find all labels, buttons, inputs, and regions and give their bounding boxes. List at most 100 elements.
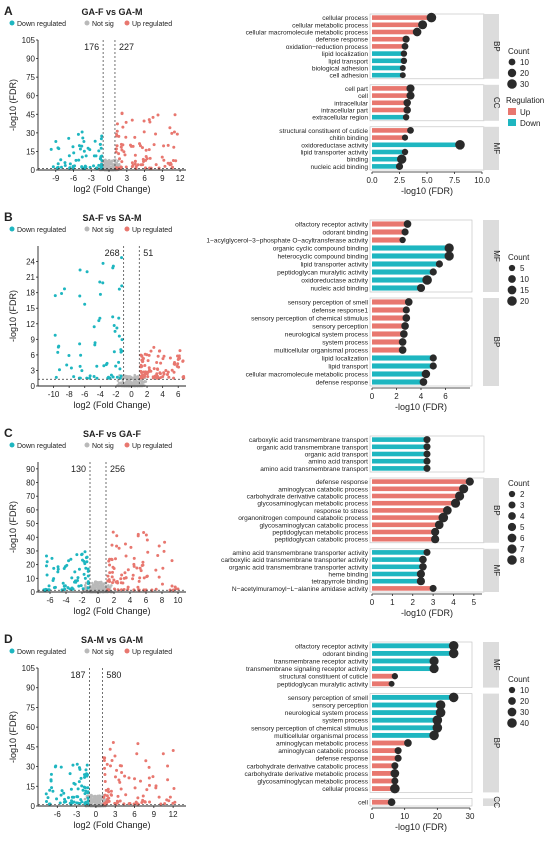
enrichment-bar	[372, 86, 411, 91]
enrichment-bar	[372, 673, 395, 679]
regulation-swatch-up	[508, 108, 516, 115]
point-down	[82, 149, 86, 153]
point-up	[124, 120, 128, 124]
enrichment-bar	[372, 142, 460, 148]
y-tick-label: 0	[31, 382, 36, 391]
point-notsig	[101, 584, 104, 587]
count-dot	[423, 464, 431, 472]
count-dot	[429, 354, 437, 362]
point-up	[164, 369, 168, 373]
point-down	[84, 566, 88, 570]
point-notsig	[83, 584, 87, 587]
point-down	[76, 576, 80, 580]
point-up	[157, 575, 161, 579]
point-down	[98, 280, 102, 284]
point-down	[109, 373, 113, 377]
count-dot	[401, 42, 409, 50]
point-up	[143, 800, 147, 804]
enrichment-bar	[372, 44, 405, 49]
count-dot	[459, 484, 469, 494]
count-up: 51	[143, 248, 153, 258]
point-up	[157, 795, 161, 799]
point-up	[138, 566, 142, 570]
point-down	[44, 792, 48, 796]
point-down	[80, 155, 84, 159]
enrichment-bar	[372, 15, 432, 20]
point-up	[111, 565, 115, 569]
group-strip	[483, 84, 499, 121]
term-label: heme binding	[328, 572, 368, 579]
group-strip-label: CC	[492, 796, 501, 808]
point-up	[108, 764, 112, 768]
point-up	[168, 795, 172, 799]
enrichment-bar	[372, 500, 456, 506]
count-up: 256	[110, 464, 125, 474]
point-up	[158, 349, 162, 353]
term-label: sensory perception of chemical stimulus	[251, 316, 369, 323]
enrichment-bar	[372, 135, 405, 140]
point-down	[78, 364, 82, 368]
y-tick-label: 3	[31, 366, 36, 375]
point-up	[147, 148, 151, 152]
enrichment-bar	[372, 36, 407, 42]
point-up	[126, 568, 130, 572]
point-down	[44, 564, 48, 568]
enrichment-bar	[372, 493, 460, 499]
point-up	[155, 360, 159, 364]
point-up	[176, 354, 180, 358]
point-up	[178, 349, 182, 353]
count-legend-title: Count	[508, 47, 530, 56]
count-legend-value: 20	[520, 297, 529, 306]
point-down	[85, 560, 89, 564]
point-up	[129, 144, 133, 148]
count-dot	[412, 27, 422, 37]
term-label: intracellular	[334, 100, 369, 107]
legend-marker-down	[9, 226, 15, 232]
count-legend: Count 10 20 30 40	[507, 675, 530, 728]
legend-marker-up	[124, 226, 130, 232]
point-up	[108, 579, 112, 583]
enrichment-bar	[372, 650, 454, 656]
group-strip	[483, 126, 499, 170]
group-frame	[369, 798, 473, 807]
enrichment-bar	[372, 363, 434, 369]
point-up	[173, 362, 177, 366]
point-down	[92, 154, 96, 158]
point-down	[100, 134, 104, 138]
point-notsig	[97, 798, 101, 802]
point-up	[144, 588, 148, 592]
term-label: cellular metabolic process	[292, 22, 369, 29]
point-down	[45, 573, 49, 577]
point-up	[124, 793, 128, 797]
enrichment-bar	[372, 786, 395, 792]
point-down	[82, 785, 86, 789]
point-down	[49, 147, 53, 151]
count-legend-dot	[508, 686, 516, 694]
count-legend-dot	[507, 544, 517, 554]
point-notsig	[107, 584, 110, 587]
point-up	[161, 752, 165, 756]
enrichment-bar	[372, 339, 403, 345]
enrichment-bar	[372, 578, 421, 584]
count-legend: Count 5 10 15 20	[507, 253, 530, 306]
legend-label-notsig: Not sig	[92, 649, 114, 656]
point-notsig	[83, 797, 87, 801]
point-up	[161, 357, 165, 361]
point-up	[126, 585, 130, 589]
point-down	[56, 162, 60, 166]
point-notsig	[98, 581, 101, 585]
count-dot	[402, 314, 411, 322]
count-legend-dot	[507, 533, 517, 543]
term-label: binding	[347, 157, 369, 164]
point-down	[73, 782, 77, 786]
term-label: multicellular organismal process	[274, 348, 369, 355]
term-label: defense response	[316, 479, 369, 486]
point-up	[142, 370, 146, 374]
point-up	[171, 588, 175, 592]
point-down	[84, 789, 88, 793]
x-tick-label: 0	[107, 174, 112, 183]
point-down	[120, 338, 124, 342]
enrichment-bar	[372, 564, 423, 570]
